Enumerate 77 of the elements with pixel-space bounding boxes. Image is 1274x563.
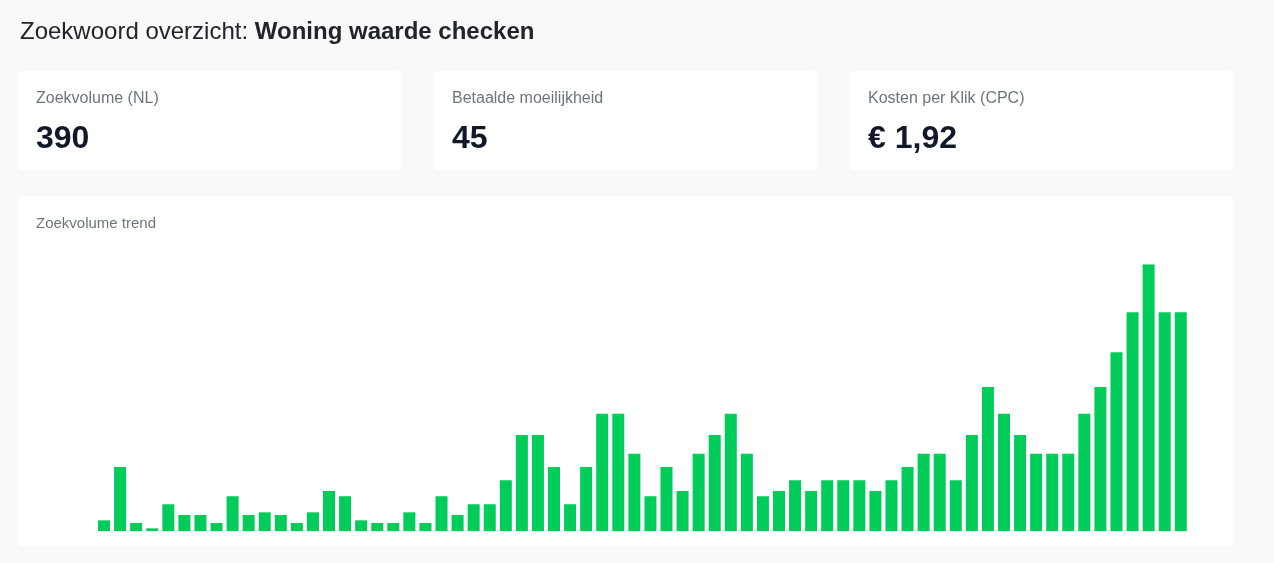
- bar: [210, 523, 223, 531]
- bar: [114, 466, 127, 531]
- bar: [1030, 453, 1043, 531]
- bar: [1158, 312, 1171, 531]
- bar: [997, 413, 1010, 531]
- bar: [98, 520, 111, 531]
- bar: [869, 491, 882, 531]
- text: 45: [452, 119, 488, 155]
- bar: [724, 413, 737, 531]
- bar: [146, 528, 159, 531]
- text: Woning waarde checken: [254, 17, 535, 44]
- bar: [387, 523, 400, 531]
- bar: [306, 512, 319, 531]
- bar: [451, 515, 464, 531]
- bar: [1126, 312, 1139, 531]
- bar: [435, 496, 448, 531]
- bar: [708, 434, 721, 531]
- bar: [1078, 413, 1091, 531]
- bar: [290, 523, 303, 531]
- bar: [692, 453, 705, 531]
- bar: [612, 413, 625, 531]
- bar: [178, 515, 191, 531]
- bar: [323, 491, 336, 531]
- bar: [789, 480, 802, 531]
- bar: [965, 434, 978, 531]
- bar: [130, 523, 143, 531]
- bar: [499, 480, 512, 531]
- bar: [515, 434, 528, 531]
- bar: [467, 504, 480, 531]
- bar: [917, 453, 930, 531]
- bar: [258, 512, 271, 531]
- bar: [1174, 312, 1187, 531]
- bar: [531, 434, 544, 531]
- bar: [660, 466, 673, 531]
- bar: [596, 413, 609, 531]
- bar: [1062, 453, 1075, 531]
- bar: [949, 480, 962, 531]
- bar: [371, 523, 384, 531]
- bar: [773, 491, 785, 531]
- bar: [676, 491, 689, 531]
- bar: [756, 496, 769, 531]
- bar: [628, 453, 641, 531]
- bar: [242, 515, 255, 531]
- bar: [1110, 352, 1123, 531]
- text: € 1,92: [868, 119, 957, 155]
- chart-title: Zoekvolume trend: [36, 214, 157, 231]
- bar: [194, 515, 207, 531]
- bar: [1046, 453, 1059, 531]
- text: 390: [36, 119, 90, 155]
- bar: [564, 504, 577, 531]
- bar: [821, 480, 834, 531]
- bar: [339, 496, 352, 531]
- text: Zoekwoord overzicht:: [20, 17, 249, 44]
- bar: [901, 466, 914, 531]
- text: Betaalde moeilijkheid: [452, 89, 604, 106]
- bar: [403, 512, 416, 531]
- bar: [853, 480, 866, 531]
- bar: [580, 466, 593, 531]
- bar: [1094, 386, 1107, 531]
- bar: [274, 515, 287, 531]
- bar: [355, 520, 368, 531]
- text: Kosten per Klik (CPC): [868, 89, 1025, 106]
- bar: [837, 480, 850, 531]
- bar: [981, 386, 994, 531]
- bar: [483, 504, 496, 531]
- bar: [740, 453, 753, 531]
- bar: [1142, 264, 1155, 531]
- bar: [805, 491, 818, 531]
- bar: [419, 523, 432, 531]
- bar: [226, 496, 239, 531]
- bar: [933, 453, 946, 531]
- bar: [885, 480, 898, 531]
- bar: [1014, 434, 1027, 531]
- bar: [162, 504, 175, 531]
- bar: [548, 466, 561, 531]
- bar: [644, 496, 657, 531]
- text: Zoekvolume (NL): [36, 89, 159, 106]
